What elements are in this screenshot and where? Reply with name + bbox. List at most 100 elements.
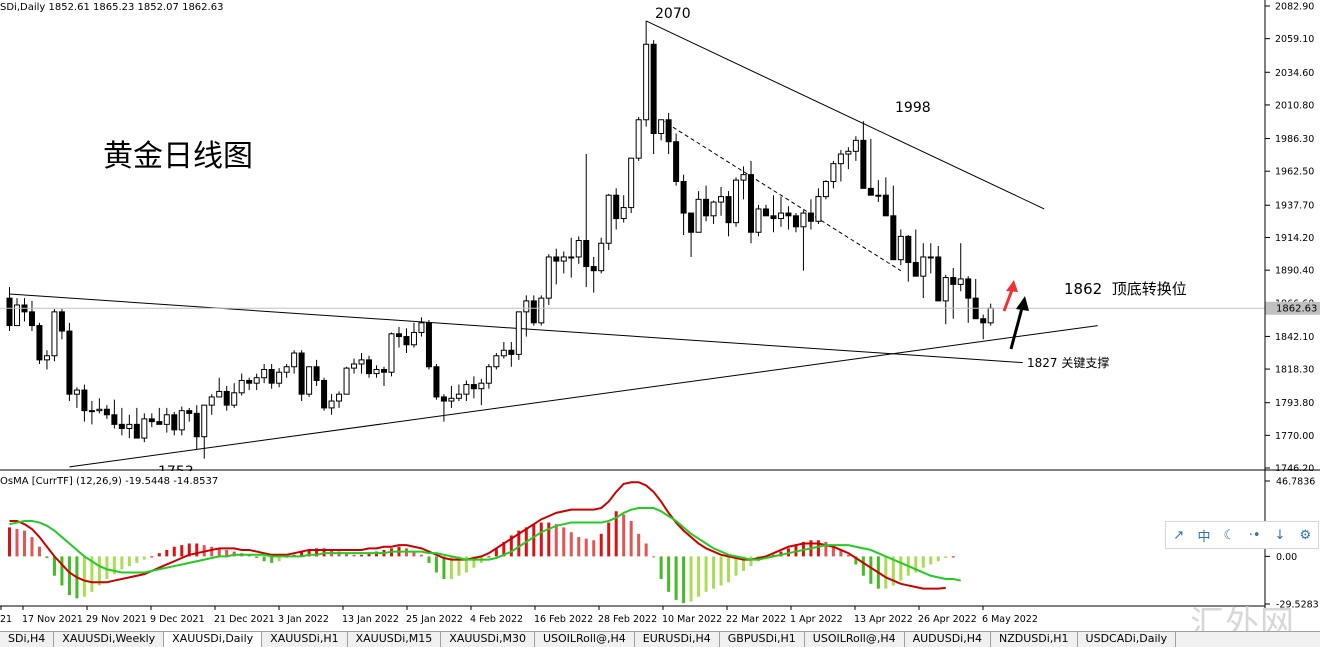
osma-bar bbox=[569, 532, 573, 557]
osma-bar bbox=[682, 556, 686, 604]
osma-bar bbox=[884, 556, 888, 589]
osma-bar bbox=[727, 556, 731, 583]
candle bbox=[96, 398, 103, 414]
tab-xauusdi-m30[interactable]: XAUUSDi,M30 bbox=[441, 632, 535, 647]
candle bbox=[163, 407, 170, 433]
price-tick-label: 2082.90 bbox=[1275, 2, 1314, 13]
osma-bar bbox=[315, 548, 319, 557]
osma-bar bbox=[831, 545, 835, 557]
candle bbox=[276, 368, 283, 388]
osma-bar bbox=[210, 546, 214, 557]
osma-bar bbox=[90, 556, 94, 592]
osma-bar bbox=[487, 556, 491, 558]
osma-bar bbox=[472, 556, 476, 568]
candle bbox=[313, 359, 320, 386]
candle bbox=[867, 138, 874, 196]
candle bbox=[905, 235, 912, 282]
candle bbox=[156, 407, 163, 425]
osma-bar bbox=[255, 556, 259, 559]
candle bbox=[43, 350, 50, 370]
osma-bar bbox=[157, 553, 161, 557]
dot-icon[interactable]: ·• bbox=[1248, 527, 1261, 543]
time-tick-label: 22 Mar 2022 bbox=[726, 614, 786, 625]
pivot-label: 1862 顶底转换位 bbox=[1064, 280, 1187, 298]
tab-usoilroll-h4[interactable]: USOILRoll@,H4 bbox=[535, 632, 635, 647]
candle bbox=[6, 287, 13, 332]
candle bbox=[28, 300, 35, 332]
price-chart[interactable]: 2082.90 2059.10 2034.60 2010.80 1986.30 1962.… bbox=[0, 0, 1320, 471]
tab-gbpusdi-h1[interactable]: GBPUSDi,H1 bbox=[720, 632, 805, 647]
osma-bar bbox=[659, 556, 663, 579]
tab-nzdusdi-h1[interactable]: NZDUSDi,H1 bbox=[991, 632, 1078, 647]
edit-icon[interactable]: ↗ bbox=[1173, 527, 1185, 543]
candle bbox=[351, 358, 358, 374]
price-tick-label: 1842.10 bbox=[1275, 332, 1314, 343]
candle bbox=[366, 355, 373, 378]
tab-xauusdi-m15[interactable]: XAUUSDi,M15 bbox=[348, 632, 442, 647]
candle bbox=[950, 267, 957, 319]
candle bbox=[178, 406, 185, 436]
osma-tick-label: 46.7836 bbox=[1276, 477, 1315, 488]
candle bbox=[508, 342, 515, 367]
tab-xauusdi-h1[interactable]: XAUUSDi,H1 bbox=[262, 632, 348, 647]
candle bbox=[658, 119, 665, 141]
candle bbox=[523, 295, 530, 337]
moon-icon[interactable]: ☾ bbox=[1223, 527, 1236, 543]
tab-xauusdi-daily[interactable]: XAUUSDi,Daily bbox=[164, 632, 263, 647]
candle bbox=[650, 40, 657, 155]
low-label: 1753 bbox=[158, 464, 194, 471]
osma-bar bbox=[22, 530, 26, 557]
tab-eurusdi-h4[interactable]: EURUSDi,H4 bbox=[635, 632, 720, 647]
time-tick-label: 3 Jan 2022 bbox=[278, 614, 329, 625]
arrow-up-red-icon bbox=[1002, 280, 1018, 312]
osma-bar bbox=[457, 556, 461, 576]
candle bbox=[485, 363, 492, 389]
microphone-icon[interactable]: ↓ bbox=[1274, 527, 1286, 543]
current-price-label: 1862.63 bbox=[1276, 304, 1317, 315]
candle bbox=[575, 236, 582, 264]
support-label: 1827 关键支撑 bbox=[1027, 355, 1109, 370]
candle bbox=[373, 365, 380, 378]
chinese-input-label[interactable]: 中 bbox=[1197, 529, 1211, 545]
candle bbox=[852, 136, 859, 161]
gear-icon[interactable]: ⚙ bbox=[1299, 527, 1312, 543]
osma-bar bbox=[517, 530, 521, 557]
time-tick-label: 10 Mar 2022 bbox=[662, 614, 722, 625]
time-tick-label: 4 Feb 2022 bbox=[470, 614, 523, 625]
tab-sdi-h4[interactable]: SDi,H4 bbox=[0, 632, 55, 647]
osma-bar bbox=[225, 549, 229, 557]
osma-bar bbox=[592, 540, 596, 557]
candle bbox=[66, 322, 73, 402]
candle bbox=[440, 394, 447, 422]
osma-chart[interactable]: 46.7836 0.00 -29.5283 21 17 Nov 2021 29 Nov … bbox=[0, 471, 1320, 631]
candle bbox=[141, 413, 148, 443]
osma-bar bbox=[734, 556, 738, 576]
tab-xauusdi-weekly[interactable]: XAUUSDi,Weekly bbox=[54, 632, 165, 647]
candle bbox=[822, 180, 829, 200]
osma-bar bbox=[270, 556, 274, 563]
osma-bar bbox=[854, 556, 858, 565]
candle bbox=[875, 180, 882, 203]
candle bbox=[261, 363, 268, 384]
osma-bar bbox=[352, 554, 356, 557]
candle bbox=[830, 160, 837, 189]
osma-bar bbox=[105, 556, 109, 579]
osma-axis: 46.7836 0.00 -29.5283 bbox=[1265, 477, 1319, 611]
tab-usdcadi-daily[interactable]: USDCADi,Daily bbox=[1078, 632, 1177, 647]
candle bbox=[186, 407, 193, 422]
candle bbox=[673, 133, 680, 186]
candle bbox=[171, 412, 178, 436]
tab-usoilroll-h4[interactable]: USOILRoll@,H4 bbox=[805, 632, 905, 647]
candle bbox=[882, 177, 889, 217]
osma-bar bbox=[135, 556, 139, 563]
price-tick-label: 1746.20 bbox=[1275, 464, 1314, 472]
time-tick-label: 17 Nov 2021 bbox=[22, 614, 83, 625]
osma-bar bbox=[629, 520, 633, 557]
candle bbox=[890, 185, 897, 261]
price-tick-label: 1937.70 bbox=[1275, 201, 1314, 212]
tab-audusdi-h4[interactable]: AUDUSDi,H4 bbox=[905, 632, 991, 647]
current-price-marker bbox=[1265, 301, 1320, 315]
osma-bar bbox=[262, 556, 266, 562]
candle bbox=[493, 353, 500, 370]
osma-bar bbox=[539, 522, 543, 557]
